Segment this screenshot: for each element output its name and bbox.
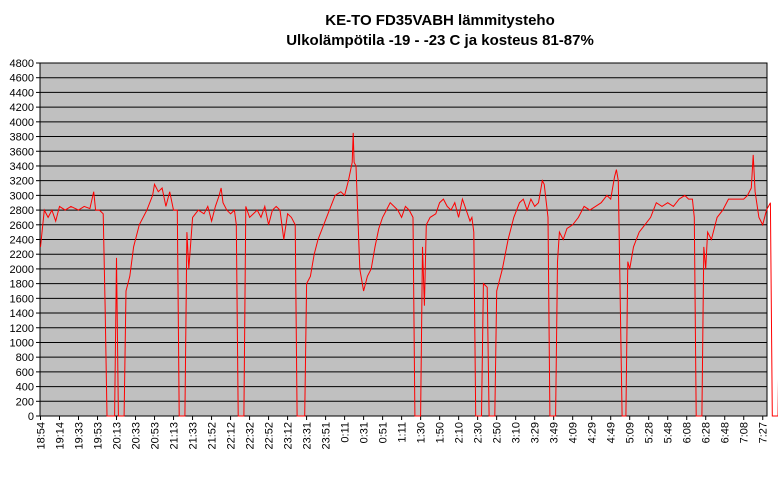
x-tick-label: 23:51 — [321, 422, 333, 450]
x-tick-label: 1:11 — [397, 422, 409, 443]
y-tick-label: 1600 — [10, 293, 34, 305]
y-tick-label: 2200 — [10, 249, 34, 261]
x-tick-label: 6:48 — [720, 422, 732, 443]
y-tick-label: 2600 — [10, 220, 34, 232]
y-axis-ticks: 0 200 400 600 800 1000 1200 1400 1600 1800 2000 220… — [10, 58, 40, 423]
x-tick-label: 6:08 — [682, 422, 694, 443]
y-tick-label: 4800 — [10, 58, 34, 70]
x-tick-label: 1:30 — [416, 422, 428, 443]
x-tick-label: 23:12 — [283, 422, 295, 450]
x-tick-label: 23:31 — [302, 422, 314, 450]
y-tick-label: 4000 — [10, 117, 34, 129]
x-tick-label: 20:13 — [112, 422, 124, 450]
x-tick-label: 19:33 — [74, 422, 86, 450]
y-tick-label: 3000 — [10, 190, 34, 202]
chart-title: KE-TO FD35VABH lämmitysteho — [325, 12, 555, 29]
x-tick-label: 0:11 — [340, 422, 352, 443]
series-line — [40, 132, 778, 417]
y-tick-label: 3200 — [10, 176, 34, 188]
x-tick-label: 4:49 — [606, 422, 618, 443]
y-tick-label: 2000 — [10, 264, 34, 276]
x-tick-label: 21:33 — [188, 422, 200, 450]
x-tick-label: 0:51 — [378, 422, 390, 443]
y-tick-label: 3400 — [10, 161, 34, 173]
x-tick-label: 7:08 — [739, 422, 751, 443]
gridlines — [40, 77, 767, 402]
x-tick-label: 22:32 — [245, 422, 257, 450]
x-tick-label: 20:33 — [131, 422, 143, 450]
y-tick-label: 2800 — [10, 205, 34, 217]
x-tick-label: 7:27 — [758, 422, 770, 443]
x-tick-label: 21:52 — [207, 422, 219, 450]
y-tick-label: 4400 — [10, 87, 34, 99]
x-tick-label: 21:13 — [169, 422, 181, 450]
y-tick-label: 1400 — [10, 308, 34, 320]
x-tick-label: 1:50 — [435, 422, 447, 443]
x-tick-label: 5:09 — [625, 422, 637, 443]
y-tick-label: 800 — [16, 352, 34, 364]
x-tick-label: 22:52 — [264, 422, 276, 450]
x-tick-label: 5:48 — [663, 422, 675, 443]
x-tick-label: 4:29 — [587, 422, 599, 443]
x-tick-label: 19:53 — [93, 422, 105, 450]
x-tick-label: 2:50 — [492, 422, 504, 443]
x-tick-label: 5:28 — [644, 422, 656, 443]
y-tick-label: 3800 — [10, 132, 34, 144]
x-tick-label: 3:49 — [549, 422, 561, 443]
y-tick-label: 0 — [28, 411, 34, 423]
x-tick-label: 4:09 — [568, 422, 580, 443]
x-tick-label: 20:53 — [150, 422, 162, 450]
y-tick-label: 2400 — [10, 235, 34, 247]
y-tick-label: 600 — [16, 367, 34, 379]
x-axis-ticks: 18:54 19:14 19:33 19:53 20:13 20:33 20:53 21:13… — [36, 416, 770, 450]
y-tick-label: 3600 — [10, 146, 34, 158]
y-tick-label: 1200 — [10, 323, 34, 335]
x-tick-label: 2:30 — [473, 422, 485, 443]
y-tick-label: 200 — [16, 396, 34, 408]
y-tick-label: 1000 — [10, 337, 34, 349]
x-tick-label: 6:28 — [701, 422, 713, 443]
y-tick-label: 400 — [16, 382, 34, 394]
x-tick-label: 19:14 — [55, 422, 67, 450]
x-tick-label: 0:31 — [359, 422, 371, 443]
y-tick-label: 4600 — [10, 73, 34, 85]
y-tick-label: 1800 — [10, 279, 34, 291]
x-tick-label: 18:54 — [36, 422, 48, 450]
y-tick-label: 4200 — [10, 102, 34, 114]
x-tick-label: 3:29 — [530, 422, 542, 443]
chart-subtitle: Ulkolämpötila -19 - -23 C ja kosteus 81-… — [286, 32, 594, 49]
x-tick-label: 2:10 — [454, 422, 466, 443]
x-tick-label: 3:10 — [511, 422, 523, 443]
x-tick-label: 22:12 — [226, 422, 238, 450]
